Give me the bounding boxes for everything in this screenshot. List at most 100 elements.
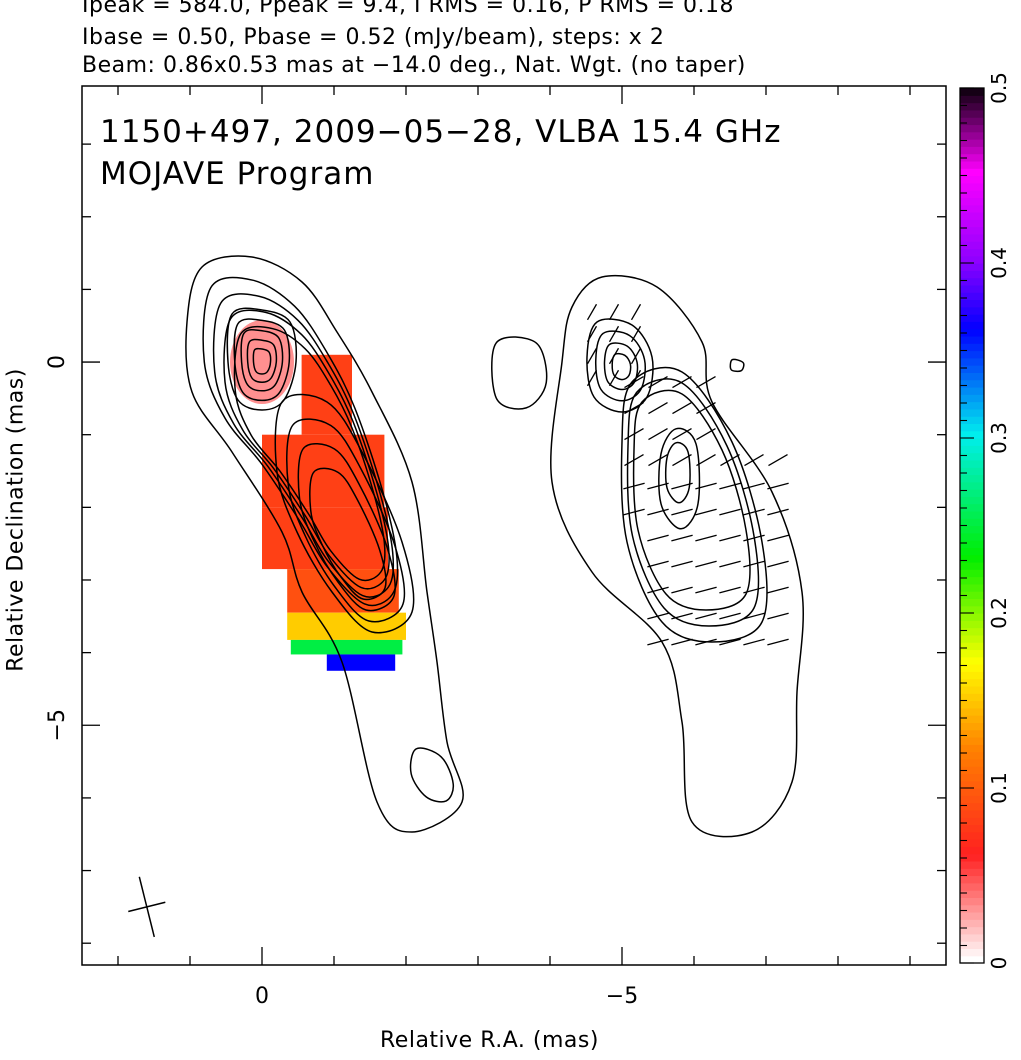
colorbar-swatch bbox=[960, 678, 984, 687]
evpa-tick bbox=[672, 427, 692, 441]
colorbar-swatch bbox=[960, 817, 984, 826]
evpa-tick bbox=[695, 560, 717, 568]
evpa-tick bbox=[647, 508, 669, 516]
colorbar-swatch bbox=[960, 685, 984, 694]
header-line-3: Beam: 0.86x0.53 mas at −14.0 deg., Nat. … bbox=[82, 53, 746, 78]
colorbar-swatch bbox=[960, 955, 984, 964]
colorbar-swatch bbox=[960, 350, 984, 359]
evpa-tick bbox=[671, 534, 693, 542]
colorbar-swatch bbox=[960, 744, 984, 753]
evpa-tick bbox=[743, 638, 765, 646]
colorbar-swatch bbox=[960, 700, 984, 709]
evpa-tick bbox=[767, 612, 789, 620]
total-intensity-contour-5 bbox=[233, 325, 386, 582]
colorbar-swatch bbox=[960, 518, 984, 527]
total-intensity-contour-2 bbox=[202, 276, 399, 607]
pol-region-band bbox=[262, 507, 388, 570]
evpa-tick-core bbox=[608, 369, 620, 387]
jet-contour-1 bbox=[274, 393, 415, 634]
evpa-tick-core bbox=[630, 303, 642, 321]
colorbar-swatch bbox=[960, 656, 984, 665]
colorbar-swatch bbox=[960, 314, 984, 322]
colorbar-swatch bbox=[960, 722, 984, 731]
colorbar-swatch bbox=[960, 554, 984, 563]
colorbar-swatch bbox=[960, 525, 984, 534]
evpa-tick bbox=[671, 560, 693, 568]
evpa-tick bbox=[695, 508, 717, 516]
polarized-core-contour-1 bbox=[586, 318, 654, 413]
evpa-tick bbox=[743, 560, 765, 568]
colorbar-swatch bbox=[960, 438, 984, 446]
evpa-tick bbox=[647, 534, 669, 542]
colorbar-swatch bbox=[960, 467, 984, 476]
colorbar-swatch bbox=[960, 613, 984, 621]
evpa-tick bbox=[671, 638, 693, 646]
colorbar-swatch bbox=[960, 664, 984, 672]
polarized-core-contour-3 bbox=[603, 342, 639, 391]
colorbar-swatch bbox=[960, 102, 984, 111]
colorbar-swatch bbox=[960, 532, 984, 541]
colorbar-swatch bbox=[960, 328, 984, 337]
colorbar-swatch bbox=[960, 131, 984, 140]
evpa-tick bbox=[719, 508, 741, 516]
evpa-tick bbox=[768, 453, 788, 467]
evpa-tick-core bbox=[608, 347, 620, 365]
evpa-tick bbox=[744, 453, 764, 467]
colorbar-swatch bbox=[960, 153, 984, 162]
colorbar-swatch bbox=[960, 591, 984, 600]
colorbar-swatch bbox=[960, 386, 984, 395]
beam-ellipse-right bbox=[491, 336, 548, 410]
pol-region-band bbox=[290, 639, 403, 655]
colorbar-swatch bbox=[960, 109, 984, 118]
colorbar-swatch bbox=[960, 489, 984, 497]
evpa-tick bbox=[767, 560, 789, 568]
colorbar-swatch bbox=[960, 751, 984, 760]
evpa-tick bbox=[719, 586, 741, 594]
evpa-tick bbox=[743, 534, 765, 542]
evpa-tick bbox=[767, 482, 789, 490]
colorbar-swatch bbox=[960, 197, 984, 206]
colorbar-swatch bbox=[960, 758, 984, 767]
evpa-tick bbox=[695, 638, 717, 646]
colorbar-swatch bbox=[960, 766, 984, 775]
colorbar-swatch bbox=[960, 911, 984, 920]
colorbar-swatch bbox=[960, 933, 984, 942]
colorbar-swatch bbox=[960, 277, 984, 286]
jet-contour-3 bbox=[297, 443, 396, 612]
colorbar-swatch bbox=[960, 649, 984, 658]
polarized-jet-contour-1 bbox=[620, 366, 768, 643]
colorbar-swatch bbox=[960, 233, 984, 242]
header-line-2: Ibase = 0.50, Pbase = 0.52 (mJy/beam), s… bbox=[82, 25, 665, 50]
evpa-tick bbox=[647, 560, 669, 568]
jet-contour-4 bbox=[309, 467, 387, 601]
evpa-tick bbox=[624, 453, 644, 467]
polarized-jet-contour-2 bbox=[626, 378, 760, 627]
colorbar-swatch bbox=[960, 875, 984, 884]
colorbar-swatch bbox=[960, 642, 984, 651]
colorbar-swatch bbox=[960, 736, 984, 745]
evpa-tick bbox=[671, 612, 693, 620]
colorbar-swatch bbox=[960, 598, 984, 607]
evpa-tick-core bbox=[586, 347, 598, 365]
colorbar-swatch bbox=[960, 948, 984, 957]
colorbar-swatch bbox=[960, 860, 984, 869]
evpa-tick bbox=[647, 612, 669, 620]
y-tick-label: 0 bbox=[45, 355, 70, 369]
evpa-tick bbox=[767, 508, 789, 516]
jet-knot-contour bbox=[409, 747, 455, 803]
pol-region-band bbox=[326, 654, 396, 671]
small-polarized-island bbox=[729, 358, 745, 373]
chart-title: 1150+497, 2009−05−28, VLBA 15.4 GHz bbox=[100, 114, 781, 150]
evpa-tick bbox=[671, 508, 693, 516]
evpa-tick bbox=[623, 508, 645, 516]
colorbar-swatch bbox=[960, 306, 984, 315]
colorbar-swatch bbox=[960, 321, 984, 330]
core-contour-5 bbox=[252, 347, 272, 375]
evpa-tick bbox=[719, 612, 741, 620]
evpa-tick bbox=[719, 560, 741, 568]
header-line-1: Ipeak = 584.0, Ppeak = 9.4, I RMS = 0.16… bbox=[82, 0, 734, 18]
colorbar-swatch bbox=[960, 671, 984, 680]
colorbar-swatch bbox=[960, 204, 984, 213]
jet-contour-2 bbox=[286, 418, 406, 623]
evpa-tick bbox=[624, 401, 644, 415]
